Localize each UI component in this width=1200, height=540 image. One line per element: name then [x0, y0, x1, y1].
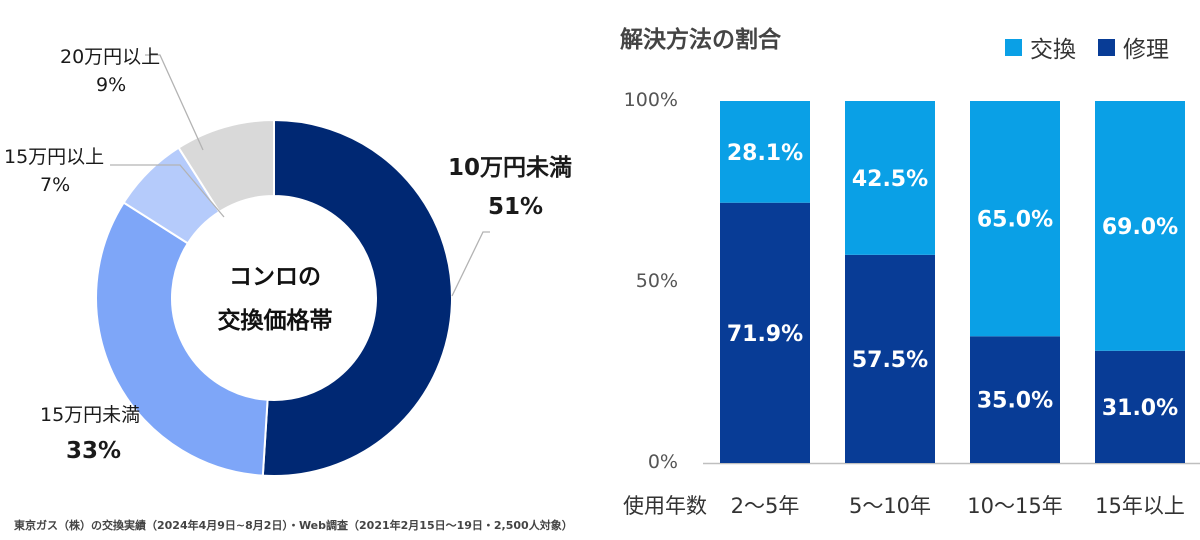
legend-item-repair: 修理: [1098, 30, 1169, 64]
bar-label-repair-2: 35.0%: [977, 389, 1053, 414]
y-tick-0: 0%: [647, 451, 678, 473]
leader-line-2: [145, 54, 204, 151]
donut-subtitle: 交換価格帯: [217, 308, 333, 334]
bar-exchange-2: [970, 101, 1060, 337]
donut-slice-1: [95, 201, 269, 477]
donut-slice-3: [177, 118, 275, 214]
donut-slice-0: [261, 118, 453, 477]
slice-value-lt100k: 51%: [488, 194, 544, 220]
bar-label-exchange-3: 69.0%: [1102, 215, 1178, 240]
bar-repair-2: [970, 336, 1060, 463]
leader-line-0: [451, 231, 490, 297]
legend-swatch-exchange: [1005, 38, 1022, 56]
x-tick-5-10: 5～10年: [848, 494, 932, 518]
legend-swatch-repair: [1098, 38, 1115, 56]
legend-item-exchange: 交換: [1005, 30, 1076, 64]
legend-label-exchange: 交換: [1030, 37, 1076, 63]
bar-exchange-0: [720, 101, 810, 203]
bar-label-repair-0: 71.9%: [727, 322, 803, 347]
donut-center-label: コンロの 交換価格帯: [185, 255, 365, 343]
slice-value-gte150k: 7%: [40, 174, 71, 196]
bar-label-exchange-2: 65.0%: [977, 208, 1053, 233]
x-tick-15plus: 15年以上: [1095, 494, 1185, 518]
slice-value-lt150k: 33%: [66, 438, 122, 464]
slice-name-gte150k: 15万円以上: [4, 146, 105, 168]
bar-repair-0: [720, 202, 810, 464]
y-tick-50: 50%: [635, 270, 678, 292]
y-tick-100: 100%: [623, 89, 678, 111]
x-axis-title: 使用年数: [623, 494, 707, 518]
bar-exchange-1: [845, 101, 935, 255]
bar-repair-1: [845, 254, 935, 463]
bar-repair-3: [1095, 350, 1185, 463]
slice-name-gte200k: 20万円以上: [60, 46, 161, 68]
footnote: 東京ガス（株）の交換実績（2024年4月9日~8月2日）・Web調査（2021年…: [14, 519, 573, 532]
bar-label-exchange-1: 42.5%: [852, 167, 928, 192]
x-tick-2-5: 2～5年: [730, 494, 800, 518]
slice-value-gte200k: 9%: [96, 74, 127, 96]
bar-label-repair-3: 31.0%: [1102, 396, 1178, 421]
donut-chart: [95, 54, 490, 477]
x-tick-10-15: 10～15年: [967, 494, 1063, 518]
bar-label-exchange-0: 28.1%: [727, 141, 803, 166]
bar-chart-title: 解決方法の割合: [620, 27, 781, 53]
slice-name-lt150k: 15万円未満: [40, 404, 141, 426]
leader-line-1: [110, 164, 225, 218]
bar-exchange-3: [1095, 101, 1185, 351]
legend-label-repair: 修理: [1123, 37, 1169, 63]
bar-label-repair-1: 57.5%: [852, 348, 928, 373]
slice-name-lt100k: 10万円未満: [448, 155, 573, 181]
donut-title: コンロの: [229, 264, 321, 290]
